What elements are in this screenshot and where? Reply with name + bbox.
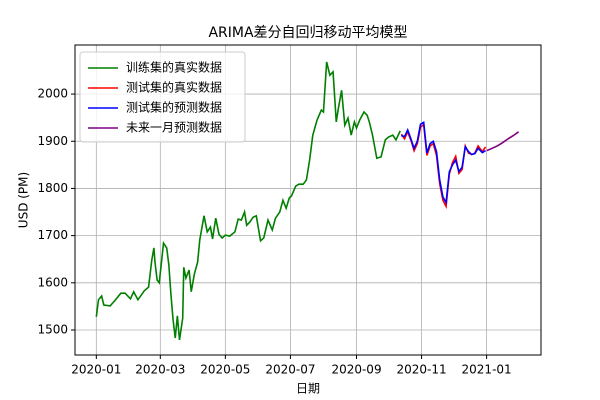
x-tick-label: 2020-11: [396, 363, 446, 377]
legend-label: 训练集的真实数据: [126, 60, 222, 75]
legend-label: 测试集的预测数据: [126, 100, 222, 115]
x-tick-label: 2020-07: [265, 363, 315, 377]
y-tick-label: 1600: [37, 275, 68, 289]
chart-title: ARIMA差分自回归移动平均模型: [208, 24, 407, 41]
y-axis-label: USD (PM): [17, 172, 31, 228]
y-tick-label: 1800: [37, 181, 68, 195]
x-tick-label: 2020-09: [331, 363, 381, 377]
y-tick-label: 1700: [37, 228, 68, 242]
series-line: [400, 123, 487, 210]
legend-label: 未来一月预测数据: [126, 120, 222, 135]
legend-label: 测试集的真实数据: [126, 80, 222, 95]
x-tick-label: 2020-05: [200, 363, 250, 377]
x-axis-label: 日期: [296, 382, 320, 396]
series-line: [401, 121, 486, 206]
x-tick-label: 2020-01: [71, 363, 121, 377]
series-line: [95, 61, 401, 341]
series-line: [486, 131, 520, 152]
y-tick-label: 1900: [37, 134, 68, 148]
plot-frame: [74, 44, 542, 356]
x-tick-label: 2020-03: [135, 363, 185, 377]
y-tick-label: 2000: [37, 87, 68, 101]
legend-box: [79, 51, 246, 143]
y-tick-label: 1500: [37, 322, 68, 336]
x-tick-label: 2021-01: [462, 363, 512, 377]
